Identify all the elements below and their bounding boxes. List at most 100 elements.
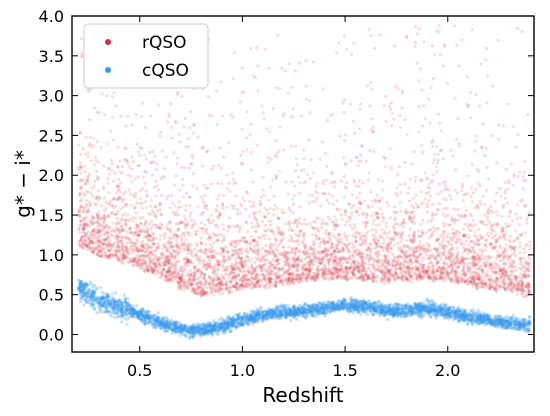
rqso-point bbox=[140, 206, 144, 210]
rqso-point bbox=[91, 194, 95, 199]
rqso-point bbox=[362, 268, 366, 272]
rqso-point bbox=[286, 192, 290, 196]
rqso-point bbox=[100, 204, 104, 208]
rqso-point bbox=[88, 240, 92, 244]
rqso-point bbox=[232, 224, 236, 229]
rqso-point bbox=[127, 188, 131, 192]
rqso-point bbox=[261, 111, 265, 115]
rqso-point bbox=[400, 106, 404, 110]
rqso-point bbox=[256, 221, 260, 225]
rqso-point bbox=[170, 194, 174, 198]
rqso-point bbox=[478, 220, 482, 224]
rqso-point bbox=[518, 233, 522, 237]
rqso-point bbox=[236, 255, 240, 259]
rqso-point bbox=[311, 60, 316, 64]
rqso-point bbox=[336, 223, 340, 228]
rqso-point bbox=[407, 265, 411, 269]
rqso-point bbox=[477, 169, 481, 174]
rqso-point bbox=[383, 246, 387, 250]
rqso-point bbox=[499, 268, 503, 272]
rqso-point bbox=[433, 256, 437, 260]
rqso-point bbox=[403, 259, 407, 264]
rqso-point bbox=[417, 27, 421, 31]
rqso-point bbox=[372, 275, 376, 279]
rqso-point bbox=[404, 208, 408, 212]
rqso-point bbox=[209, 242, 213, 246]
rqso-point bbox=[479, 62, 483, 66]
rqso-point bbox=[366, 213, 370, 217]
rqso-point bbox=[101, 226, 105, 231]
rqso-point bbox=[381, 188, 385, 192]
rqso-point bbox=[202, 183, 206, 187]
rqso-point bbox=[475, 287, 479, 291]
rqso-point bbox=[258, 210, 262, 214]
rqso-point bbox=[413, 24, 417, 29]
rqso-point bbox=[522, 251, 526, 255]
rqso-point bbox=[495, 191, 499, 195]
rqso-point bbox=[81, 234, 85, 238]
rqso-point bbox=[319, 222, 324, 226]
rqso-point bbox=[80, 51, 84, 55]
rqso-point bbox=[252, 212, 256, 216]
rqso-point bbox=[279, 280, 283, 284]
rqso-point bbox=[449, 148, 453, 152]
rqso-point bbox=[512, 260, 516, 264]
rqso-point bbox=[361, 181, 365, 185]
rqso-point bbox=[513, 265, 517, 269]
rqso-point bbox=[313, 254, 318, 258]
rqso-point bbox=[298, 275, 302, 279]
rqso-point bbox=[131, 251, 135, 255]
rqso-point bbox=[80, 243, 85, 247]
rqso-point bbox=[513, 284, 517, 288]
rqso-point bbox=[485, 166, 489, 170]
rqso-point bbox=[484, 248, 488, 252]
rqso-point bbox=[333, 222, 337, 226]
rqso-point bbox=[314, 234, 319, 238]
rqso-point bbox=[399, 191, 403, 195]
rqso-point bbox=[271, 230, 275, 234]
rqso-point bbox=[229, 263, 233, 267]
rqso-point bbox=[297, 217, 301, 221]
rqso-point bbox=[378, 33, 382, 37]
rqso-point bbox=[502, 226, 506, 231]
rqso-point bbox=[167, 260, 171, 264]
rqso-point bbox=[241, 150, 245, 154]
rqso-point bbox=[101, 249, 105, 253]
rqso-point bbox=[512, 173, 516, 177]
rqso-point bbox=[526, 113, 530, 117]
rqso-point bbox=[495, 263, 500, 267]
rqso-point bbox=[266, 211, 271, 216]
rqso-point bbox=[114, 250, 118, 254]
rqso-point bbox=[360, 276, 364, 280]
rqso-point bbox=[512, 282, 517, 286]
rqso-point bbox=[341, 248, 345, 253]
rqso-point bbox=[380, 262, 384, 267]
rqso-point bbox=[409, 239, 413, 243]
rqso-point bbox=[132, 206, 137, 210]
rqso-point bbox=[214, 278, 218, 282]
rqso-point bbox=[277, 266, 281, 271]
rqso-point bbox=[381, 262, 385, 266]
rqso-point bbox=[86, 190, 90, 195]
rqso-point bbox=[494, 210, 498, 214]
rqso-point bbox=[520, 232, 524, 236]
rqso-point bbox=[291, 272, 295, 276]
rqso-point bbox=[124, 223, 128, 227]
rqso-point bbox=[315, 273, 319, 277]
rqso-point bbox=[160, 247, 164, 251]
rqso-point bbox=[317, 261, 321, 265]
rqso-point bbox=[513, 238, 517, 242]
rqso-point bbox=[371, 237, 376, 241]
rqso-point bbox=[446, 275, 450, 279]
rqso-point bbox=[171, 280, 175, 284]
rqso-point bbox=[196, 269, 200, 273]
rqso-point bbox=[185, 274, 189, 278]
rqso-point bbox=[290, 236, 294, 240]
rqso-point bbox=[251, 238, 255, 242]
rqso-point bbox=[231, 271, 235, 275]
rqso-point bbox=[396, 241, 400, 245]
rqso-point bbox=[416, 205, 420, 209]
rqso-point bbox=[109, 129, 113, 133]
rqso-point bbox=[393, 205, 397, 209]
rqso-point bbox=[186, 258, 190, 262]
